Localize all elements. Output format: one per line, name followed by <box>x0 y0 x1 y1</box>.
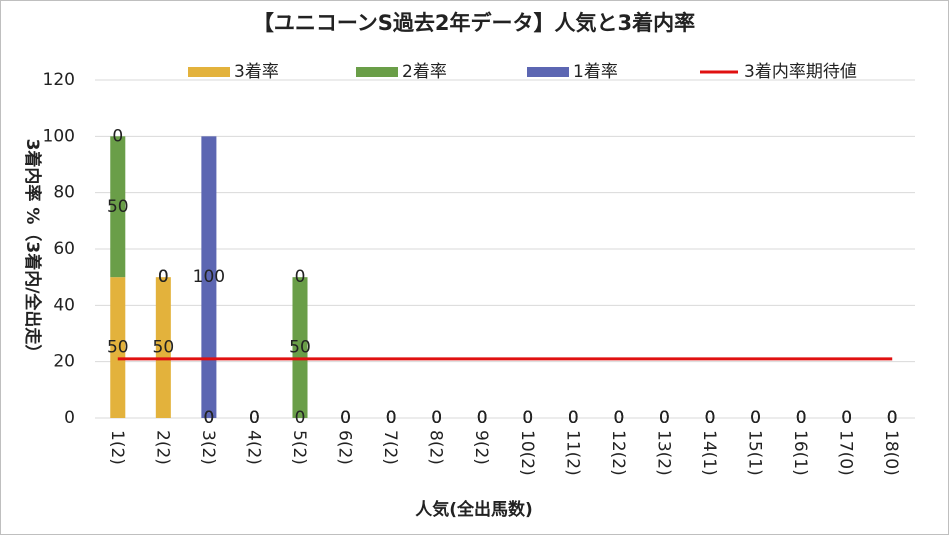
data-label: 0 <box>340 408 351 428</box>
legend-label: 3着内率期待値 <box>744 62 857 82</box>
data-label: 0 <box>203 408 214 428</box>
data-label: 0 <box>750 408 761 428</box>
data-label: 0 <box>340 408 351 428</box>
data-label: 0 <box>705 408 716 428</box>
x-tick-label: 14(1) <box>699 430 719 476</box>
data-label: 0 <box>796 408 807 428</box>
data-label: 0 <box>112 126 123 146</box>
data-label: 0 <box>522 408 533 428</box>
data-label: 0 <box>613 408 624 428</box>
bar-segment <box>201 136 217 419</box>
data-label: 0 <box>887 408 898 428</box>
y-tick-label: 100 <box>43 126 75 146</box>
data-label: 100 <box>193 267 225 287</box>
data-label: 0 <box>841 408 852 428</box>
data-label: 0 <box>158 267 169 287</box>
chart-title: 【ユニコーンS過去2年データ】人気と3着内率 <box>253 11 695 35</box>
data-label: 50 <box>107 338 129 358</box>
data-label: 0 <box>887 408 898 428</box>
data-label: 50 <box>289 338 311 358</box>
data-label: 0 <box>613 408 624 428</box>
bar-segment <box>110 277 126 418</box>
y-tick-label: 60 <box>53 239 75 259</box>
data-label: 0 <box>477 408 488 428</box>
y-axis-title: 3着内率 %（3着内/全出走） <box>22 139 43 362</box>
data-label: 0 <box>522 408 533 428</box>
data-label: 0 <box>203 408 214 428</box>
data-label: 0 <box>158 267 169 287</box>
data-label: 50 <box>153 338 175 358</box>
bar-segment <box>155 277 171 418</box>
x-tick-label: 8(2) <box>426 430 446 465</box>
data-label: 0 <box>477 408 488 428</box>
legend-label: 3着率 <box>234 62 279 82</box>
legend-swatch <box>188 67 230 77</box>
legend-label: 1着率 <box>573 62 618 82</box>
data-label: 0 <box>568 408 579 428</box>
y-tick-label: 120 <box>43 70 75 90</box>
data-label: 0 <box>522 408 533 428</box>
x-tick-label: 5(2) <box>289 430 309 465</box>
data-label: 0 <box>431 408 442 428</box>
data-label: 0 <box>841 408 852 428</box>
x-tick-label: 13(2) <box>653 430 673 476</box>
x-tick-label: 6(2) <box>335 430 355 465</box>
x-tick-label: 4(2) <box>243 430 263 465</box>
x-axis-title: 人気(全出馬数) <box>415 499 533 520</box>
data-label: 0 <box>477 408 488 428</box>
data-label: 0 <box>249 408 260 428</box>
data-label: 0 <box>249 408 260 428</box>
data-label: 0 <box>887 408 898 428</box>
x-tick-label: 10(2) <box>517 430 537 476</box>
bar-segment <box>292 277 308 418</box>
data-label: 0 <box>705 408 716 428</box>
x-tick-label: 2(2) <box>152 430 172 465</box>
data-label: 0 <box>659 408 670 428</box>
data-label: 0 <box>796 408 807 428</box>
data-label: 50 <box>107 197 129 217</box>
data-label: 0 <box>568 408 579 428</box>
data-label: 0 <box>659 408 670 428</box>
data-label: 0 <box>841 408 852 428</box>
x-tick-label: 11(2) <box>562 430 582 476</box>
x-tick-label: 7(2) <box>380 430 400 465</box>
data-label: 0 <box>750 408 761 428</box>
data-label: 0 <box>386 408 397 428</box>
data-label: 0 <box>750 408 761 428</box>
data-label: 0 <box>295 267 306 287</box>
x-tick-label: 17(0) <box>836 430 856 476</box>
y-tick-label: 0 <box>64 408 75 428</box>
bar-segment <box>110 136 126 278</box>
x-tick-label: 1(2) <box>107 430 127 465</box>
x-tick-label: 9(2) <box>471 430 491 465</box>
y-tick-label: 80 <box>53 183 75 203</box>
data-label: 0 <box>249 408 260 428</box>
data-label: 0 <box>705 408 716 428</box>
x-tick-label: 16(1) <box>790 430 810 476</box>
data-label: 0 <box>386 408 397 428</box>
x-tick-label: 3(2) <box>198 430 218 465</box>
legend-swatch <box>356 67 398 77</box>
x-tick-label: 12(2) <box>608 430 628 476</box>
y-tick-label: 40 <box>53 295 75 315</box>
y-tick-label: 20 <box>53 352 75 372</box>
x-tick-label: 18(0) <box>881 430 901 476</box>
data-label: 0 <box>386 408 397 428</box>
legend-label: 2着率 <box>402 62 447 82</box>
data-label: 0 <box>340 408 351 428</box>
data-label: 0 <box>659 408 670 428</box>
data-label: 0 <box>796 408 807 428</box>
data-label: 0 <box>431 408 442 428</box>
x-tick-label: 15(1) <box>745 430 765 476</box>
legend-swatch <box>527 67 569 77</box>
data-label: 0 <box>295 408 306 428</box>
data-label: 0 <box>613 408 624 428</box>
data-label: 0 <box>431 408 442 428</box>
data-label: 0 <box>568 408 579 428</box>
